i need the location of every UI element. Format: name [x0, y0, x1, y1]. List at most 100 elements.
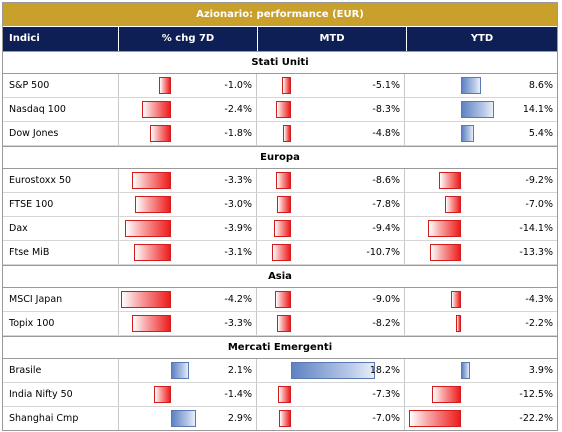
cell-chg7d: -4.2% — [119, 288, 257, 311]
value-label: -22.2% — [519, 413, 553, 424]
negative-bar — [432, 386, 461, 403]
negative-bar — [445, 196, 461, 213]
negative-bar — [142, 101, 171, 118]
header-mtd: MTD — [258, 27, 407, 51]
section-header: Stati Uniti — [3, 51, 557, 74]
negative-bar — [125, 220, 171, 237]
index-name: India Nifty 50 — [3, 383, 119, 406]
index-name: S&P 500 — [3, 74, 119, 97]
value-label: 3.9% — [528, 365, 553, 376]
table-body: Stati Uniti S&P 500 -1.0% -5.1% 8.6% Nasdaq 1… — [3, 51, 557, 430]
section-header: Europa — [3, 146, 557, 169]
table-row: India Nifty 50 -1.4% -7.3% -12.5% — [3, 383, 557, 407]
value-label: -4.8% — [372, 128, 400, 139]
index-name: Eurostoxx 50 — [3, 169, 119, 192]
negative-bar — [428, 220, 461, 237]
value-label: -9.2% — [525, 175, 553, 186]
index-name: Topix 100 — [3, 312, 119, 335]
table-row: Ftse MiB -3.1% -10.7% -13.3% — [3, 241, 557, 265]
cell-chg7d: -3.9% — [119, 217, 257, 240]
cell-mtd: -9.4% — [257, 217, 405, 240]
negative-bar — [159, 77, 171, 94]
negative-bar — [279, 410, 291, 427]
negative-bar — [134, 244, 171, 261]
value-label: -7.0% — [372, 413, 400, 424]
header-chg7d: % chg 7D — [119, 27, 258, 51]
index-name: MSCI Japan — [3, 288, 119, 311]
negative-bar — [456, 315, 461, 332]
negative-bar — [283, 125, 291, 142]
value-label: -2.4% — [224, 104, 252, 115]
cell-chg7d: 2.9% — [119, 407, 257, 430]
cell-mtd: 18.2% — [257, 359, 405, 382]
table-row: Nasdaq 100 -2.4% -8.3% 14.1% — [3, 98, 557, 122]
cell-ytd: -12.5% — [405, 383, 557, 406]
negative-bar — [150, 125, 171, 142]
value-label: -8.2% — [372, 318, 400, 329]
cell-ytd: -9.2% — [405, 169, 557, 192]
value-label: -9.4% — [372, 223, 400, 234]
negative-bar — [451, 291, 461, 308]
value-label: -8.3% — [372, 104, 400, 115]
header-row: Indici % chg 7D MTD YTD — [3, 27, 557, 51]
negative-bar — [154, 386, 171, 403]
negative-bar — [272, 244, 291, 261]
value-label: 2.9% — [227, 413, 252, 424]
value-label: -10.7% — [366, 247, 400, 258]
table-row: Shanghai Cmp 2.9% -7.0% -22.2% — [3, 407, 557, 430]
cell-chg7d: -1.0% — [119, 74, 257, 97]
cell-mtd: -8.6% — [257, 169, 405, 192]
negative-bar — [409, 410, 461, 427]
value-label: -9.0% — [372, 294, 400, 305]
cell-mtd: -7.0% — [257, 407, 405, 430]
value-label: -1.4% — [224, 389, 252, 400]
negative-bar — [282, 77, 291, 94]
cell-ytd: -4.3% — [405, 288, 557, 311]
index-name: Dow Jones — [3, 122, 119, 145]
negative-bar — [275, 291, 291, 308]
negative-bar — [276, 101, 291, 118]
cell-chg7d: -3.3% — [119, 169, 257, 192]
table-row: Dax -3.9% -9.4% -14.1% — [3, 217, 557, 241]
value-label: 18.2% — [369, 365, 400, 376]
cell-chg7d: -1.8% — [119, 122, 257, 145]
value-label: 5.4% — [528, 128, 553, 139]
section-header: Mercati Emergenti — [3, 336, 557, 359]
negative-bar — [132, 172, 171, 189]
index-name: FTSE 100 — [3, 193, 119, 216]
table-row: S&P 500 -1.0% -5.1% 8.6% — [3, 74, 557, 98]
index-name: Brasile — [3, 359, 119, 382]
negative-bar — [278, 386, 291, 403]
value-label: -4.3% — [525, 294, 553, 305]
value-label: -7.3% — [372, 389, 400, 400]
value-label: -3.0% — [224, 199, 252, 210]
value-label: -7.8% — [372, 199, 400, 210]
cell-mtd: -8.3% — [257, 98, 405, 121]
cell-chg7d: -3.3% — [119, 312, 257, 335]
positive-bar — [291, 362, 375, 379]
cell-chg7d: -3.0% — [119, 193, 257, 216]
cell-ytd: -13.3% — [405, 241, 557, 264]
value-label: -3.3% — [224, 318, 252, 329]
table-row: Dow Jones -1.8% -4.8% 5.4% — [3, 122, 557, 146]
index-name: Dax — [3, 217, 119, 240]
negative-bar — [274, 220, 291, 237]
value-label: 14.1% — [522, 104, 553, 115]
cell-mtd: -7.3% — [257, 383, 405, 406]
value-label: -8.6% — [372, 175, 400, 186]
positive-bar — [461, 77, 481, 94]
value-label: -3.1% — [224, 247, 252, 258]
negative-bar — [132, 315, 171, 332]
table-title: Azionario: performance (EUR) — [3, 3, 557, 27]
negative-bar — [135, 196, 171, 213]
header-ytd: YTD — [470, 33, 494, 44]
cell-mtd: -4.8% — [257, 122, 405, 145]
value-label: -13.3% — [519, 247, 553, 258]
value-label: -3.3% — [224, 175, 252, 186]
value-label: -1.8% — [224, 128, 252, 139]
table-row: Brasile 2.1% 18.2% 3.9% — [3, 359, 557, 383]
index-name: Nasdaq 100 — [3, 98, 119, 121]
cell-ytd: -22.2% — [405, 407, 557, 430]
cell-mtd: -10.7% — [257, 241, 405, 264]
value-label: 2.1% — [227, 365, 252, 376]
